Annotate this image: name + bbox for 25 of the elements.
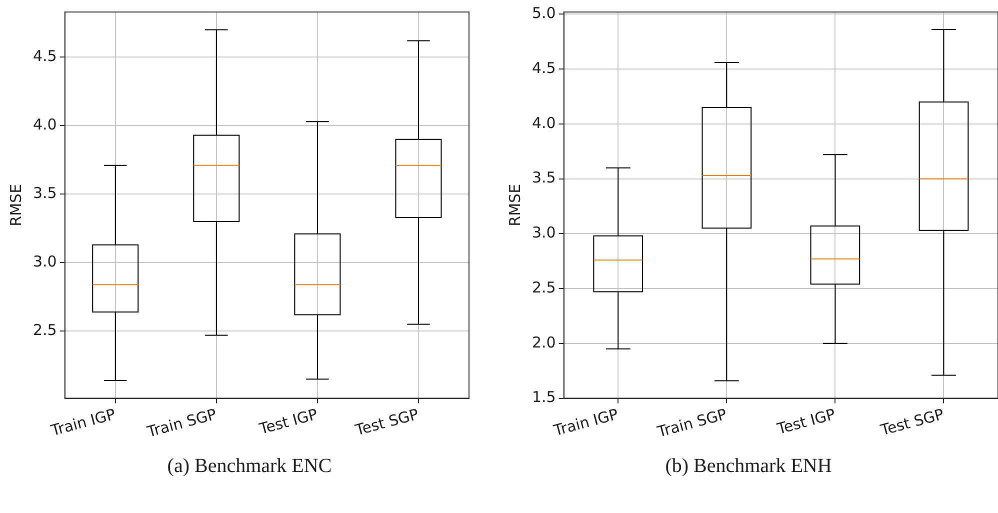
- y-tick-label: 2.5: [532, 278, 556, 296]
- y-tick-label: 3.5: [32, 184, 57, 202]
- x-tick-label: Test IGP: [774, 405, 838, 438]
- y-tick-label: 4.0: [532, 114, 556, 132]
- text: (b) Benchmark ENH: [664, 455, 833, 478]
- x-tick-label: Test IGP: [256, 405, 320, 438]
- y-tick-label: 3.0: [532, 224, 556, 242]
- text: (a) Benchmark ENC: [166, 455, 333, 478]
- x-tick-label: Train SGP: [144, 405, 218, 442]
- y-axis-title: RMSE: [6, 184, 25, 226]
- y-tick-label: 3.5: [532, 168, 556, 187]
- x-tick-label: Train SGP: [654, 405, 729, 442]
- x-tick-label: Train IGP: [550, 405, 620, 440]
- y-tick-label: 3.0: [32, 252, 57, 271]
- x-tick-label: Test SGP: [352, 405, 421, 440]
- y-tick-label: 2.0: [532, 333, 556, 352]
- y-tick-label: 4.0: [32, 116, 57, 134]
- y-axis-title: RMSE: [506, 184, 524, 226]
- y-tick-label: 4.5: [532, 58, 556, 77]
- y-tick-label: 5.0: [532, 4, 556, 22]
- y-tick-label: 2.5: [32, 321, 57, 340]
- y-tick-label: 1.5: [532, 388, 556, 406]
- x-tick-label: Test SGP: [878, 405, 946, 440]
- x-tick-label: Train IGP: [48, 405, 118, 440]
- y-tick-label: 4.5: [32, 47, 57, 66]
